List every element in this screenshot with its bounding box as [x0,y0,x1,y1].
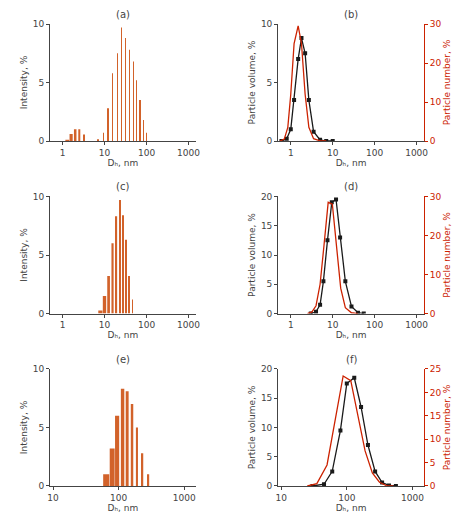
svg-text:(a): (a) [116,9,130,20]
svg-text:10: 10 [430,97,442,107]
svg-text:1: 1 [288,320,294,330]
svg-text:20: 20 [430,231,442,241]
svg-text:Dₕ, nm: Dₕ, nm [108,158,139,168]
svg-text:1000: 1000 [401,493,424,503]
svg-text:(f): (f) [346,354,357,365]
svg-text:Dₕ, nm: Dₕ, nm [336,503,367,513]
svg-text:Particle number, %: Particle number, % [442,212,452,298]
svg-text:(b): (b) [344,9,358,20]
svg-text:0: 0 [38,309,44,319]
svg-text:5: 5 [267,78,273,88]
svg-text:1000: 1000 [173,493,196,503]
svg-text:Intensity, %: Intensity, % [19,55,29,109]
svg-text:15: 15 [261,221,272,231]
svg-text:Dₕ, nm: Dₕ, nm [336,330,367,340]
svg-text:5: 5 [38,78,44,88]
svg-text:1000: 1000 [405,148,428,158]
svg-text:10: 10 [261,250,273,260]
svg-text:30: 30 [430,19,442,29]
svg-text:100: 100 [110,493,127,503]
svg-text:0: 0 [267,481,273,491]
svg-text:5: 5 [38,250,44,260]
svg-text:10: 10 [33,364,45,374]
svg-text:1000: 1000 [405,320,428,330]
svg-text:0: 0 [267,309,273,319]
svg-text:10: 10 [99,148,111,158]
svg-text:Dₕ, nm: Dₕ, nm [108,330,139,340]
svg-text:Particle volume, %: Particle volume, % [247,385,257,469]
svg-text:5: 5 [267,452,273,462]
svg-text:100: 100 [138,320,155,330]
svg-text:Particle number, %: Particle number, % [442,384,452,470]
svg-text:10: 10 [33,19,45,29]
svg-text:100: 100 [138,148,155,158]
svg-text:0: 0 [430,309,436,319]
svg-text:(e): (e) [116,354,130,365]
svg-text:Intensity, %: Intensity, % [19,228,29,282]
svg-text:10: 10 [99,320,111,330]
svg-text:10: 10 [275,493,287,503]
svg-text:Dₕ, nm: Dₕ, nm [108,503,139,513]
svg-text:10: 10 [430,434,442,444]
svg-text:0: 0 [430,481,436,491]
svg-text:5: 5 [38,423,44,433]
svg-text:(c): (c) [116,181,129,192]
svg-text:0: 0 [38,481,44,491]
svg-text:20: 20 [430,58,442,68]
svg-text:10: 10 [47,493,59,503]
svg-text:Particle number, %: Particle number, % [442,39,452,125]
svg-text:0: 0 [430,136,436,146]
svg-text:(d): (d) [344,181,358,192]
svg-text:Particle volume, %: Particle volume, % [247,40,257,124]
svg-text:1000: 1000 [177,148,200,158]
svg-text:15: 15 [430,411,441,421]
svg-text:1: 1 [288,148,294,158]
svg-text:1000: 1000 [177,320,200,330]
svg-text:10: 10 [33,192,45,202]
svg-text:15: 15 [261,393,272,403]
svg-text:10: 10 [327,148,339,158]
svg-text:20: 20 [261,192,273,202]
svg-text:25: 25 [430,364,441,374]
svg-text:5: 5 [267,279,273,289]
svg-text:0: 0 [267,136,273,146]
svg-text:10: 10 [261,19,273,29]
svg-text:1: 1 [60,148,66,158]
svg-text:100: 100 [366,320,383,330]
svg-text:100: 100 [338,493,355,503]
svg-text:100: 100 [366,148,383,158]
svg-text:Intensity, %: Intensity, % [19,400,29,454]
svg-text:Particle volume, %: Particle volume, % [247,213,257,297]
svg-text:30: 30 [430,192,442,202]
svg-text:10: 10 [261,423,273,433]
svg-text:0: 0 [38,136,44,146]
svg-text:10: 10 [430,270,442,280]
svg-text:5: 5 [430,458,436,468]
svg-text:20: 20 [261,364,273,374]
svg-text:20: 20 [430,388,442,398]
svg-text:10: 10 [327,320,339,330]
svg-text:Dₕ, nm: Dₕ, nm [336,158,367,168]
svg-text:1: 1 [60,320,66,330]
